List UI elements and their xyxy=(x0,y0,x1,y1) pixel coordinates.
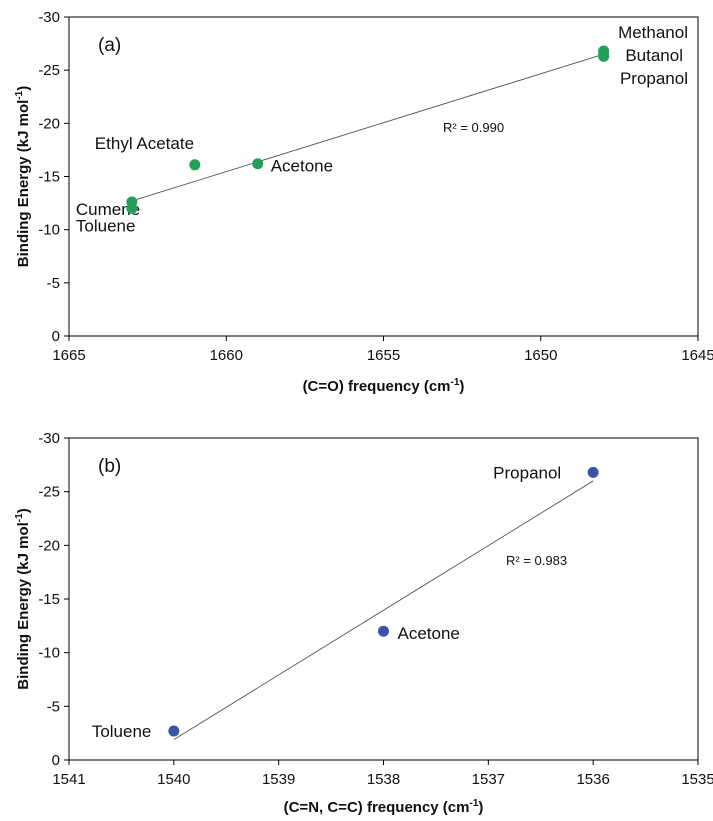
chart-panel-a: 1665 1660 1655 1650 1645 0 -5 -10 -15 -20 -25 -30 (C… xyxy=(14,9,713,395)
point-label: Ethyl Acetate xyxy=(95,134,194,153)
point-label: Acetone xyxy=(271,157,333,176)
data-point xyxy=(189,159,201,171)
x-tick-label: 1538 xyxy=(367,771,400,788)
y-tick-label: -10 xyxy=(38,222,60,239)
x-axis-title: (C=N, C=C) frequency (cm-1) xyxy=(284,798,484,816)
panel-label: (a) xyxy=(98,35,121,56)
data-point xyxy=(378,625,389,637)
chart-panel-b: 1541 1540 1539 1538 1537 1536 1535 0 -5 -10 -15 -20… xyxy=(14,430,713,816)
data-point xyxy=(126,202,138,214)
point-label: Toluene xyxy=(92,722,152,741)
panel-label: (b) xyxy=(98,456,121,477)
x-tick-label: 1536 xyxy=(576,771,609,788)
x-tick-label: 1539 xyxy=(262,771,295,788)
x-tick-label: 1655 xyxy=(367,347,400,364)
point-label: Propanol xyxy=(620,69,688,88)
x-tick-label: 1535 xyxy=(681,771,713,788)
y-tick-label: -5 xyxy=(47,275,60,292)
trendline xyxy=(173,480,594,740)
x-tick-label: 1645 xyxy=(681,347,713,364)
r-squared-label: R² = 0.990 xyxy=(443,120,504,135)
x-tick-label: 1660 xyxy=(210,347,243,364)
y-tick-label: -15 xyxy=(38,591,60,608)
y-axis-title: Binding Energy (kJ mol-1) xyxy=(14,86,32,267)
y-tick-label: 0 xyxy=(52,752,60,769)
r-squared-label: R² = 0.983 xyxy=(506,553,567,568)
point-label: Butanol xyxy=(625,46,683,65)
y-tick-label: -25 xyxy=(38,62,60,79)
trendline xyxy=(131,53,604,202)
data-point xyxy=(168,725,180,737)
y-tick-label: -10 xyxy=(38,645,60,662)
x-tick-label: 1537 xyxy=(472,771,505,788)
x-tick-label: 1650 xyxy=(524,347,557,364)
y-tick-label: -15 xyxy=(38,169,60,186)
x-tick-label: 1541 xyxy=(52,771,85,788)
y-tick-label: -20 xyxy=(38,537,60,554)
y-axis-title: Binding Energy (kJ mol-1) xyxy=(14,508,32,689)
data-point xyxy=(252,158,264,170)
point-label: Cumene xyxy=(76,200,140,219)
plot-frame xyxy=(68,437,699,761)
y-tick-label: -20 xyxy=(38,115,60,132)
x-tick-label: 1540 xyxy=(157,771,190,788)
point-label: Toluene xyxy=(76,216,136,235)
y-tick-label: -25 xyxy=(38,484,60,501)
point-label: Acetone xyxy=(398,624,460,643)
y-tick-label: -30 xyxy=(38,9,60,26)
x-tick-label: 1665 xyxy=(52,347,85,364)
point-label: Methanol xyxy=(618,23,688,42)
y-tick-label: -30 xyxy=(38,430,60,447)
y-tick-label: -5 xyxy=(47,698,60,715)
point-label: Propanol xyxy=(493,463,561,482)
y-tick-label: 0 xyxy=(52,328,60,345)
data-point xyxy=(598,50,610,62)
plot-frame xyxy=(68,16,699,337)
x-axis-title: (C=O) frequency (cm-1) xyxy=(303,377,465,395)
data-point xyxy=(587,466,599,478)
